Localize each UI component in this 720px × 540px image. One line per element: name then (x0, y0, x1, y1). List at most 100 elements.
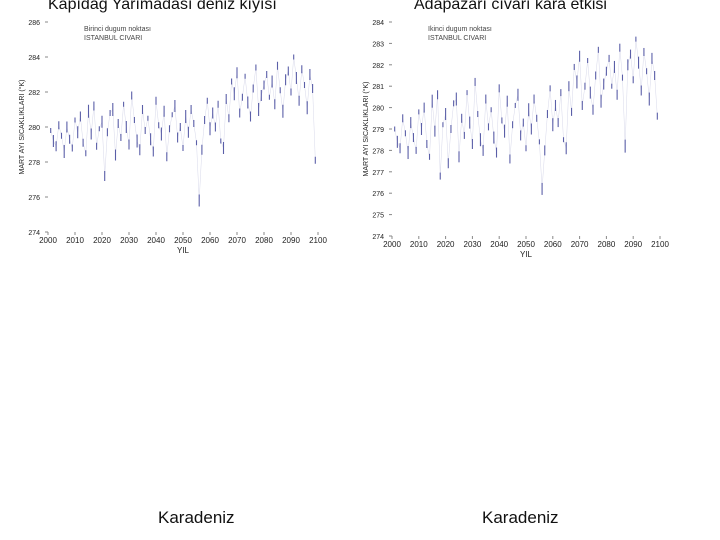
legend-entry: Birinci dugum noktası (84, 26, 151, 33)
series-segment (523, 122, 527, 149)
x-tick-label: 2040 (490, 240, 508, 249)
y-tick-label: 284 (372, 20, 384, 27)
y-tick-label: 279 (372, 127, 384, 134)
series-segment (482, 99, 486, 151)
series-segment (544, 114, 548, 151)
y-axis-label: MART AYI SICAKLIKLARI (°K) (362, 82, 370, 177)
series-segment (608, 58, 612, 87)
series-segment (616, 47, 620, 95)
series-segment (215, 104, 219, 128)
series-segment (488, 109, 492, 127)
series-segment (560, 92, 564, 140)
series-segment (512, 105, 516, 125)
y-tick-label: 284 (28, 55, 40, 62)
series-segment (298, 69, 302, 101)
series-segment (641, 51, 645, 91)
series-segment (242, 76, 246, 98)
series-segment (80, 116, 84, 143)
series-segment (180, 126, 184, 149)
legend-entry: ISTANBUL CIVARI (84, 35, 142, 42)
series-segment (174, 105, 178, 138)
series-segment (633, 39, 637, 80)
x-tick-label: 2000 (383, 240, 401, 249)
chart-left: 2000 2010 2020 2030 2040 2050 2060 2070 2080 2090… (18, 20, 327, 255)
x-tick-label: 2020 (93, 236, 111, 245)
x-tick-label: 2060 (544, 240, 562, 249)
series-segment (509, 124, 513, 159)
y-tick-label: 278 (28, 160, 40, 167)
series-segment (399, 118, 403, 149)
x-tick-label: 2090 (282, 236, 300, 245)
x-tick-label: 2070 (228, 236, 246, 245)
series-segment (166, 128, 170, 157)
series-segment (592, 75, 596, 110)
x-tick-label: 2100 (651, 240, 669, 249)
series-segment (571, 66, 575, 112)
series-segment (472, 81, 476, 144)
series-segment (112, 109, 116, 156)
footer-label-left: Karadeniz (158, 508, 235, 527)
series-segment (274, 65, 278, 105)
series-segment (429, 101, 433, 157)
legend-entry: Ikinci dugum noktası (428, 26, 492, 33)
x-tick-label: 2030 (464, 240, 482, 249)
series-segment (547, 88, 551, 115)
series-segment (598, 49, 602, 102)
series-segment (155, 100, 159, 126)
y-tick-label: 280 (28, 125, 40, 132)
series-segment (217, 104, 221, 142)
series-segment (163, 111, 167, 157)
series-segment (496, 88, 500, 153)
series-segment (307, 74, 311, 108)
x-tick-label: 2050 (174, 236, 192, 245)
y-axis-label: MART AYI SICAKLIKLARI (°K) (18, 80, 26, 175)
chart-panel-left: Kapıdag Yarımadası deniz kıyısı 2000 2010… (0, 0, 360, 270)
series-segment (196, 142, 200, 201)
series-segment (450, 103, 454, 130)
series-segment (458, 118, 462, 157)
y-tick-label: 283 (372, 41, 384, 48)
series-segment (312, 88, 316, 161)
series-segment (201, 119, 205, 150)
y-tick-label: 277 (372, 170, 384, 177)
y-tick-label: 278 (372, 148, 384, 155)
y-tick-label: 282 (372, 63, 384, 70)
x-tick-label: 2040 (147, 236, 165, 245)
x-tick-label: 2000 (39, 236, 57, 245)
series-segment (584, 60, 588, 87)
series-segment (277, 65, 281, 91)
series-segment (131, 95, 135, 121)
series-segment (423, 107, 428, 144)
series-segment (595, 49, 599, 76)
series-segment (128, 95, 132, 145)
y-tick-label: 286 (28, 20, 40, 27)
series-segment (619, 47, 623, 78)
series-segment (445, 114, 449, 164)
series-segment (485, 99, 489, 127)
series-segment (434, 94, 438, 132)
series-segment (72, 119, 76, 149)
series-segment (107, 112, 111, 133)
x-tick-label: 2090 (624, 240, 642, 249)
x-tick-label: 2080 (255, 236, 273, 245)
series-segment (266, 74, 270, 98)
series-segment (517, 94, 521, 136)
series-segment (199, 149, 203, 201)
series-segment (536, 118, 540, 142)
series-segment (448, 128, 452, 164)
series-segment (101, 121, 105, 177)
chart-title-left: Kapıdag Yarımadası deniz kıyısı (48, 0, 277, 13)
series-segment (557, 92, 562, 123)
series-segment (204, 100, 208, 121)
y-tick-label: 281 (372, 84, 384, 91)
y-tick-label: 274 (372, 234, 384, 241)
series-segment (440, 124, 444, 177)
x-tick-label: 2060 (201, 236, 219, 245)
series-segment (236, 72, 240, 114)
series-segment (153, 100, 157, 152)
x-axis-label: YIL (177, 246, 190, 255)
legend-entry: ISTANBUL CIVARI (428, 35, 486, 42)
x-tick-label: 2100 (309, 236, 327, 245)
series-segment (253, 67, 257, 89)
series-segment (255, 67, 259, 110)
